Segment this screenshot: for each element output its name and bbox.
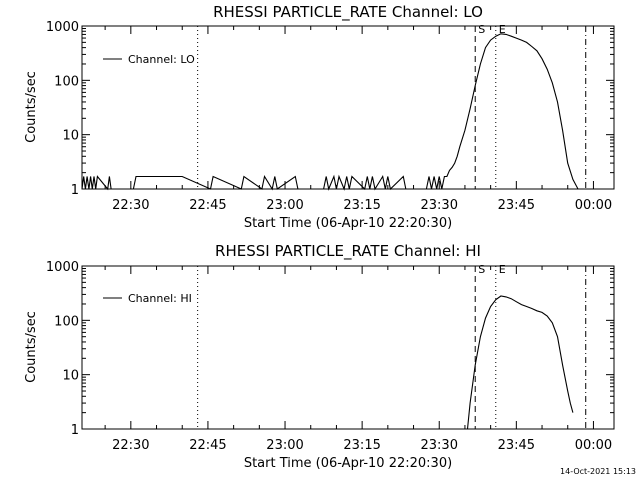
series-line [81,33,586,191]
x-axis-label: Start Time (06-Apr-10 22:20:30) [244,216,452,231]
time-marker-label: S [478,23,485,36]
panel-hi: RHESSI PARTICLE_RATE Channel: HI Start T… [24,242,615,471]
x-tick-label: 23:00 [266,198,303,213]
x-tick-label: 23:30 [421,198,458,213]
plot-frame [81,25,615,190]
x-tick-label: 22:45 [189,198,226,213]
time-marker-label: E [499,263,506,276]
x-tick-label: 00:00 [575,198,612,213]
x-tick-label: 00:00 [575,438,612,453]
y-tick-label: 100 [54,74,79,89]
chart-title: RHESSI PARTICLE_RATE Channel: LO [213,3,483,22]
time-marker-label: S [478,263,485,276]
y-tick-label: 100 [54,314,79,329]
x-tick-label: 23:00 [266,438,303,453]
y-tick-label: 10 [62,369,79,384]
y-tick-label: 1 [71,183,79,198]
y-tick-label: 1000 [46,260,79,275]
x-tick-label: 23:15 [343,198,380,213]
time-marker-label: E [499,23,506,36]
y-tick-label: 10 [62,129,79,144]
series-line [466,295,574,430]
x-axis-label: Start Time (06-Apr-10 22:20:30) [244,456,452,471]
x-tick-label: 23:45 [498,438,535,453]
panel-lo: RHESSI PARTICLE_RATE Channel: LO Start T… [24,3,615,231]
y-tick-label: 1000 [46,20,79,35]
x-tick-label: 22:30 [112,198,149,213]
x-tick-label: 23:30 [421,438,458,453]
y-tick-label: 1 [71,423,79,438]
x-tick-label: 23:45 [498,198,535,213]
legend-label: Channel: HI [128,292,192,305]
footer-timestamp: 14-Oct-2021 15:13 [560,467,636,476]
legend-label: Channel: LO [128,53,195,66]
x-tick-label: 22:30 [112,438,149,453]
chart-title: RHESSI PARTICLE_RATE Channel: HI [215,242,481,261]
y-axis-label: Counts/sec [24,71,39,143]
x-tick-label: 23:15 [343,438,380,453]
plot-frame [81,265,615,430]
x-tick-label: 22:45 [189,438,226,453]
y-axis-label: Counts/sec [24,311,39,383]
